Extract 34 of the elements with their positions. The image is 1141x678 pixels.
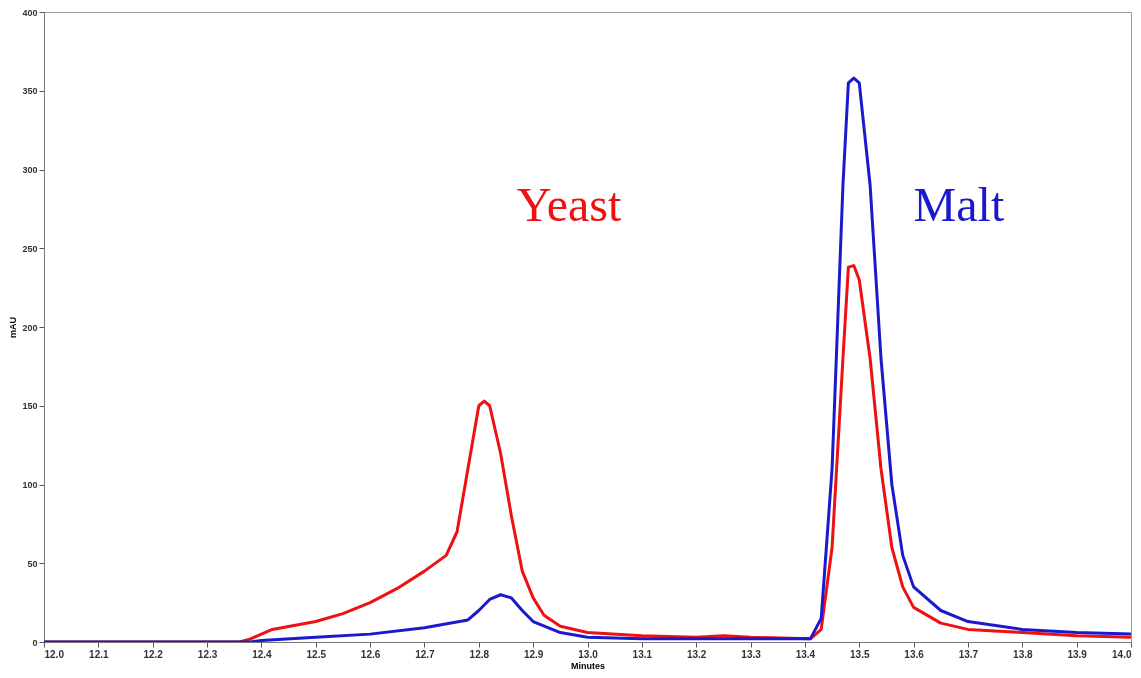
x-tick-label: 13.3: [741, 648, 762, 660]
y-tick-label: 150: [22, 401, 38, 412]
y-tick-label: 250: [22, 243, 38, 254]
x-tick-label: 13.2: [686, 648, 707, 660]
y-tick-label: 300: [22, 165, 38, 175]
y-tick-label: 400: [22, 7, 38, 18]
x-tick-label: 12.2: [143, 648, 164, 660]
x-tick-label: 12.1: [89, 648, 110, 660]
x-tick-label: 12.9: [523, 648, 544, 660]
x-tick-label: 13.4: [795, 648, 816, 660]
y-tick-label: 0: [32, 637, 38, 648]
x-tick-label: 13.6: [904, 648, 925, 660]
x-tick-label: 12.5: [306, 648, 327, 660]
series-label: Malt: [913, 178, 1005, 232]
x-tick-label: 13.7: [958, 648, 979, 660]
x-tick-label: 13.9: [1067, 648, 1088, 660]
y-axis-title: mAU: [8, 316, 19, 339]
y-tick-label: 200: [22, 322, 38, 333]
text: Yeast: [516, 178, 622, 232]
x-tick-label: 13.8: [1013, 648, 1033, 660]
x-tick-label: 13.1: [632, 648, 653, 660]
x-axis-title: Minutes: [570, 660, 606, 671]
x-tick-label: 12.4: [252, 648, 273, 660]
x-tick-label: 13.5: [850, 648, 870, 660]
x-tick-label: 12.0: [44, 648, 65, 660]
x-tick-label: 12.6: [360, 648, 381, 660]
x-tick-label: 12.8: [469, 648, 490, 660]
x-tick-label: 12.3: [197, 648, 218, 660]
x-tick-label: 14.0: [1112, 648, 1132, 660]
y-tick-label: 50: [27, 558, 38, 569]
y-tick-label: 350: [22, 86, 38, 97]
x-tick-label: 12.7: [415, 648, 436, 660]
x-tick-label: 13.0: [578, 648, 599, 660]
y-tick-label: 100: [22, 480, 38, 490]
